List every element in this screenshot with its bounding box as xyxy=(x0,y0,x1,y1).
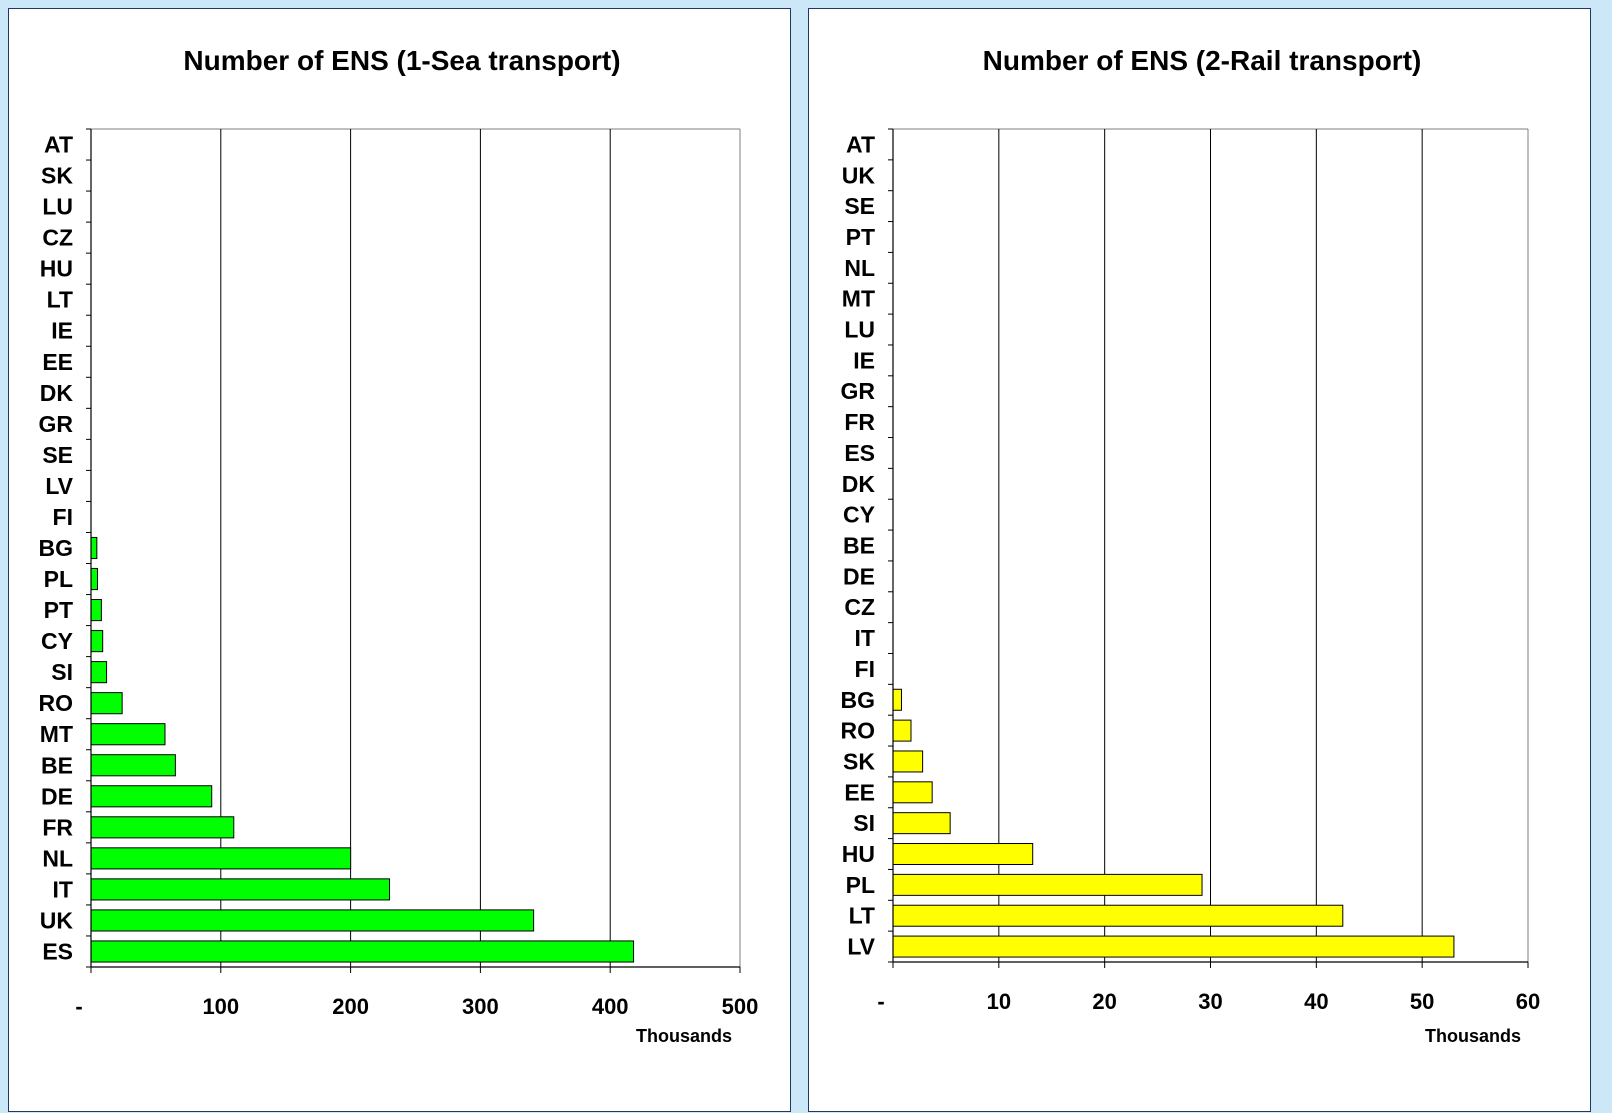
category-label-be: BE xyxy=(41,752,73,778)
category-label-se: SE xyxy=(42,442,73,468)
bar-lv xyxy=(892,935,1455,958)
x-tick-label: - xyxy=(75,994,82,1019)
x-tick-label: 10 xyxy=(987,989,1011,1014)
category-label-ee: EE xyxy=(42,349,73,375)
x-tick-label: 400 xyxy=(592,994,629,1019)
category-label-fi: FI xyxy=(53,504,73,530)
category-label-mt: MT xyxy=(40,721,73,747)
category-label-it: IT xyxy=(855,625,875,651)
category-label-de: DE xyxy=(843,563,875,589)
category-label-cy: CY xyxy=(843,502,875,528)
bar-it xyxy=(90,878,391,901)
bar-pl xyxy=(90,567,98,591)
bar-bg xyxy=(892,688,902,711)
category-label-cz: CZ xyxy=(42,225,73,251)
category-label-hu: HU xyxy=(40,256,73,282)
category-label-uk: UK xyxy=(40,907,74,933)
bar-nl xyxy=(90,847,352,870)
category-label-es: ES xyxy=(42,938,73,964)
category-label-bg: BG xyxy=(841,687,876,713)
category-label-ie: IE xyxy=(853,347,875,373)
category-label-dk: DK xyxy=(40,380,74,406)
x-tick-label: 20 xyxy=(1092,989,1116,1014)
category-label-gr: GR xyxy=(841,378,876,404)
category-label-ie: IE xyxy=(51,318,73,344)
category-label-sk: SK xyxy=(843,748,875,774)
category-label-sk: SK xyxy=(41,163,73,189)
sea-transport-chart: Number of ENS (1-Sea transport) Thousand… xyxy=(39,45,759,1046)
category-label-pl: PL xyxy=(846,872,875,898)
category-label-lt: LT xyxy=(849,903,875,929)
category-label-nl: NL xyxy=(844,255,875,281)
x-axis-unit-label: Thousands xyxy=(636,1026,732,1046)
category-label-lu: LU xyxy=(844,317,875,343)
chart-title: Number of ENS (1-Sea transport) xyxy=(183,45,620,76)
category-label-es: ES xyxy=(844,440,875,466)
x-tick-label: 200 xyxy=(332,994,369,1019)
bar-es xyxy=(90,940,635,963)
category-label-dk: DK xyxy=(842,471,876,497)
category-label-nl: NL xyxy=(42,845,73,871)
category-label-pt: PT xyxy=(44,597,73,623)
category-label-ro: RO xyxy=(39,690,74,716)
category-label-fr: FR xyxy=(844,409,875,435)
category-label-pl: PL xyxy=(44,566,73,592)
category-label-gr: GR xyxy=(39,411,74,437)
rail-transport-chart: Number of ENS (2-Rail transport) Thousan… xyxy=(841,45,1541,1046)
bar-ro xyxy=(90,692,123,715)
x-tick-label: 30 xyxy=(1198,989,1222,1014)
category-label-fr: FR xyxy=(42,814,73,840)
category-label-fi: FI xyxy=(855,656,875,682)
x-tick-label: 40 xyxy=(1304,989,1328,1014)
category-label-cy: CY xyxy=(41,628,73,654)
category-label-at: AT xyxy=(44,132,73,158)
bar-ro xyxy=(892,719,912,742)
bar-hu xyxy=(892,843,1034,866)
bar-uk xyxy=(90,909,535,932)
bar-ee xyxy=(892,781,933,804)
category-label-si: SI xyxy=(853,810,875,836)
bar-be xyxy=(90,754,176,777)
category-label-it: IT xyxy=(53,876,73,902)
category-label-bg: BG xyxy=(39,535,74,561)
bar-sk xyxy=(892,750,924,773)
chart-title: Number of ENS (2-Rail transport) xyxy=(983,45,1422,76)
category-label-ee: EE xyxy=(844,779,875,805)
category-label-se: SE xyxy=(844,193,875,219)
category-label-lt: LT xyxy=(47,287,73,313)
x-axis-unit-label: Thousands xyxy=(1425,1026,1521,1046)
bar-lt xyxy=(892,904,1344,927)
category-label-cz: CZ xyxy=(844,594,875,620)
bar-pt xyxy=(90,599,102,622)
x-tick-label: - xyxy=(877,989,884,1014)
bar-si xyxy=(90,661,108,684)
x-tick-label: 100 xyxy=(202,994,239,1019)
category-label-lu: LU xyxy=(42,194,73,220)
bar-pl xyxy=(892,873,1203,896)
category-label-lv: LV xyxy=(45,473,73,499)
x-tick-label: 500 xyxy=(722,994,759,1019)
category-label-lv: LV xyxy=(847,934,875,960)
bar-cy xyxy=(90,630,104,653)
category-label-pt: PT xyxy=(846,224,875,250)
x-tick-label: 300 xyxy=(462,994,499,1019)
bar-de xyxy=(90,785,213,808)
category-label-uk: UK xyxy=(842,162,876,188)
x-tick-label: 60 xyxy=(1516,989,1540,1014)
bar-fr xyxy=(90,816,235,839)
category-label-be: BE xyxy=(843,533,875,559)
category-label-hu: HU xyxy=(842,841,875,867)
bar-si xyxy=(892,812,951,835)
sea-transport-chart-panel: Number of ENS (1-Sea transport) Thousand… xyxy=(8,8,791,1112)
category-label-si: SI xyxy=(51,659,73,685)
category-label-at: AT xyxy=(846,131,875,157)
category-label-de: DE xyxy=(41,783,73,809)
x-tick-label: 50 xyxy=(1410,989,1434,1014)
category-label-ro: RO xyxy=(841,718,876,744)
category-label-mt: MT xyxy=(842,286,875,312)
rail-transport-chart-panel: Number of ENS (2-Rail transport) Thousan… xyxy=(808,8,1591,1112)
bar-bg xyxy=(90,536,98,560)
bar-mt xyxy=(90,723,166,746)
